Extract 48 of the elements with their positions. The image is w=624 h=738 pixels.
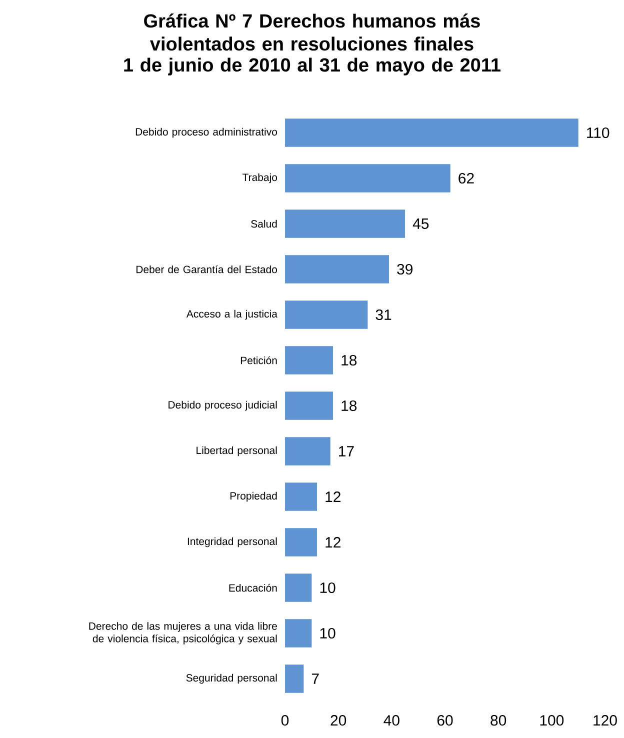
y-tick-label: Trabajo [242,173,278,184]
y-tick-label: Propiedad [230,492,277,502]
y-tick-label: Deber de Garantía del Estado [136,265,277,274]
x-tick-label: 40 [384,715,400,726]
y-tick-label: Salud [251,220,277,228]
x-tick-label: 80 [490,715,506,726]
data-label: 7 [312,674,319,684]
data-label: 110 [587,127,610,138]
bar [285,619,312,648]
data-label: 45 [412,218,429,229]
y-tick-label: Educación [229,584,277,592]
bar [285,392,333,420]
bar [285,300,368,329]
x-tick-label: 100 [540,715,564,726]
data-label: 12 [326,492,340,502]
bar [285,437,330,466]
bar [285,164,450,192]
x-tick-label: 20 [330,715,346,726]
bar [285,255,389,284]
y-tick-label: Debido proceso administrativo [136,128,277,138]
chart-subtitle: 1 de junio de 2010 al 31 de mayo de 2011 [124,58,500,76]
y-tick-label: Libertad personal [196,446,277,456]
y-tick-label: Derecho de las mujeres a una vida libre de violencia física, psicológica y sexual [89,622,277,644]
data-label: 10 [320,628,336,639]
data-label: 17 [339,446,354,456]
y-tick-label: Debido proceso judicial [168,400,277,411]
x-tick-label: 120 [594,715,617,726]
data-label: 12 [326,537,340,548]
chart-title: Gráfica Nº 7 Derechos humanos más violentados en resoluciones finales [144,14,480,51]
data-label: 18 [342,400,357,412]
y-tick-label: Petición [240,356,277,364]
data-label: 39 [397,264,412,275]
data-label: 10 [320,582,336,594]
y-tick-label: Integridad personal [188,537,277,548]
y-tick-label: Acceso a la justicia [186,310,278,320]
x-tick-label: 0 [281,715,289,726]
data-label: 31 [376,309,392,320]
bar [285,210,405,238]
data-label: 18 [342,354,357,366]
bar [285,346,333,374]
bar [285,482,317,511]
bar [285,664,304,693]
data-label: 62 [458,172,474,184]
bar [285,574,312,602]
bar [285,528,317,556]
bar [285,118,578,147]
x-tick-label: 60 [437,715,453,726]
y-tick-label: Seguridad personal [186,674,277,684]
